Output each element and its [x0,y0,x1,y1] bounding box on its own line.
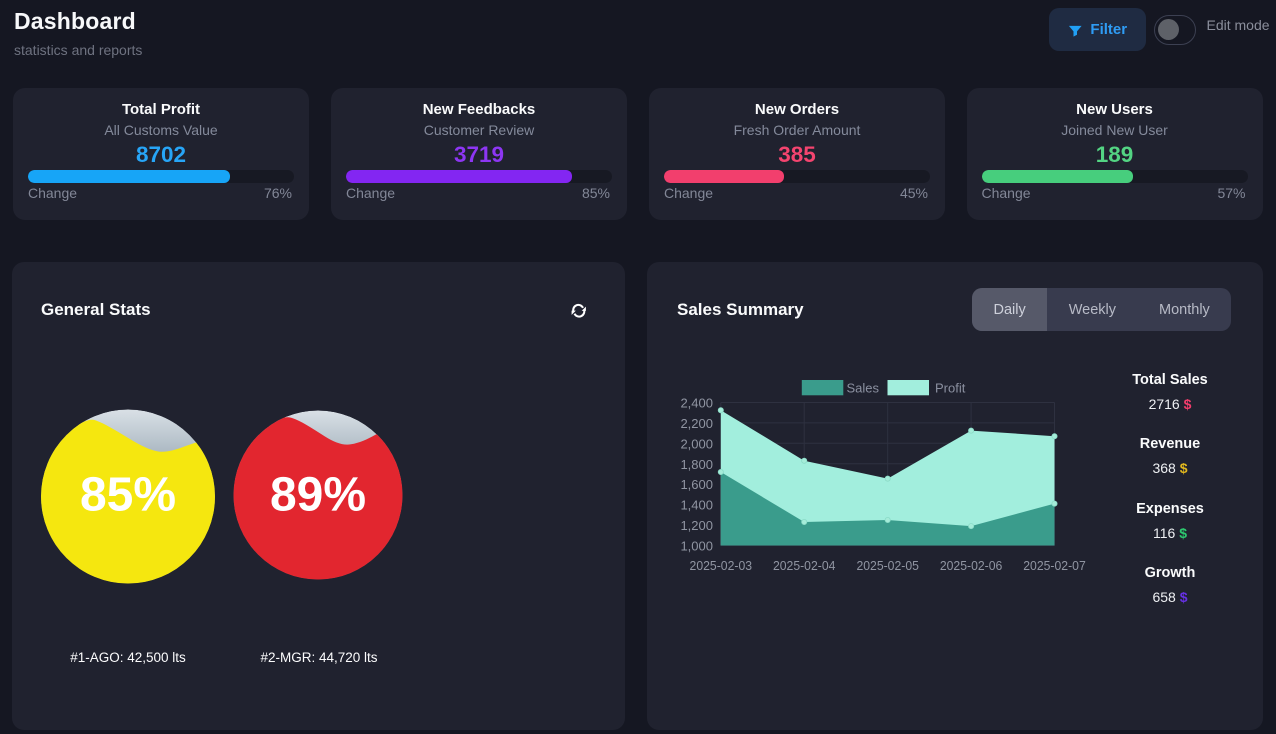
svg-text:2025-02-03: 2025-02-03 [689,559,752,573]
svg-text:1,200: 1,200 [680,518,713,533]
svg-text:85%: 85% [80,469,176,522]
svg-text:1,600: 1,600 [680,477,713,492]
svg-text:2,000: 2,000 [680,436,713,451]
svg-text:2025-02-05: 2025-02-05 [856,559,919,573]
svg-text:2025-02-06: 2025-02-06 [940,559,1003,573]
svg-text:1,800: 1,800 [680,457,713,472]
svg-text:1,000: 1,000 [680,539,713,554]
svg-text:Sales: Sales [846,381,879,396]
svg-text:2025-02-07: 2025-02-07 [1023,559,1086,573]
svg-text:89%: 89% [270,469,366,522]
svg-text:1,400: 1,400 [680,498,713,513]
svg-text:2,400: 2,400 [680,396,713,411]
svg-text:2,200: 2,200 [680,416,713,431]
svg-text:Profit: Profit [935,381,966,396]
svg-text:2025-02-04: 2025-02-04 [773,559,836,573]
